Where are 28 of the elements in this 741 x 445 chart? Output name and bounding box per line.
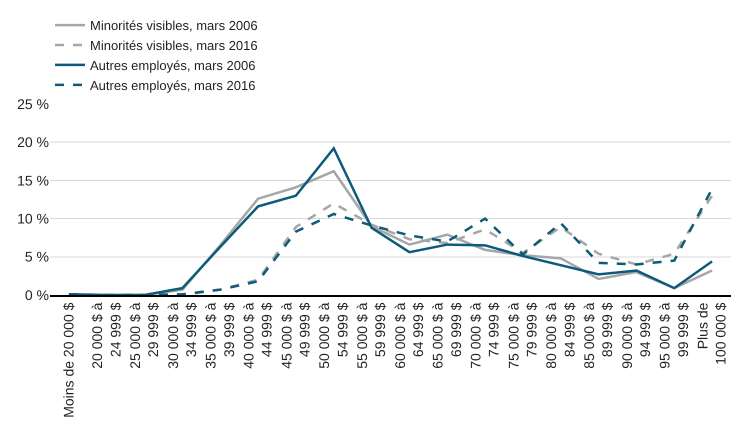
x-tick-label: 70 000 $ à 74 999 $ <box>468 302 502 369</box>
y-tick-label: 25 % <box>17 96 49 112</box>
legend-label: Minorités visibles, mars 2006 <box>90 18 258 34</box>
x-tick-label: 35 000 $ à 39 999 $ <box>202 302 237 369</box>
x-tick-label: 85 000 $ à 89 999 $ <box>581 302 616 369</box>
y-tick-label: 15 % <box>17 172 49 188</box>
x-tick-label: Plus de 100 000 $ <box>694 302 729 365</box>
legend-label: Autres employés, mars 2016 <box>90 78 256 93</box>
y-tick-label: 20 % <box>17 134 49 150</box>
x-tick-label: 65 000 $ à 69 999 $ <box>430 302 464 369</box>
x-tick-label: 20 000 $ à 24 999 $ <box>89 302 124 369</box>
x-tick-label: 95 000 $ à 99 999 $ <box>656 302 691 369</box>
x-tick-label: 25 000 $ à 29 999 $ <box>127 302 162 369</box>
x-tick-label: Moins de 20 000 $ <box>60 302 76 418</box>
legend-label: Minorités visibles, mars 2016 <box>90 38 258 54</box>
y-tick-label: 0 % <box>24 286 49 303</box>
x-tick-label: 75 000 $ à 79 999 $ <box>505 302 540 369</box>
x-tick-label: 40 000 $ à 44 999 $ <box>240 302 275 369</box>
x-tick-label: 55 000 $ à 59 999 $ <box>354 302 388 369</box>
y-tick-label: 5 % <box>24 248 49 265</box>
y-tick-label: 10 % <box>17 210 49 226</box>
legend-label: Autres employés, mars 2006 <box>90 58 256 73</box>
x-tick-label: 80 000 $ à 84 999 $ <box>543 302 578 369</box>
x-tick-label: 45 000 $ à 49 999 $ <box>278 302 313 369</box>
x-tick-label: 60 000 $ à 64 999 $ <box>392 302 426 369</box>
x-tick-label: 50 000 $ à 54 999 $ <box>316 302 350 369</box>
x-tick-label: 90 000 $ à 94 999 $ <box>618 302 654 369</box>
x-tick-label: 30 000 $ à 34 999 $ <box>164 302 200 369</box>
